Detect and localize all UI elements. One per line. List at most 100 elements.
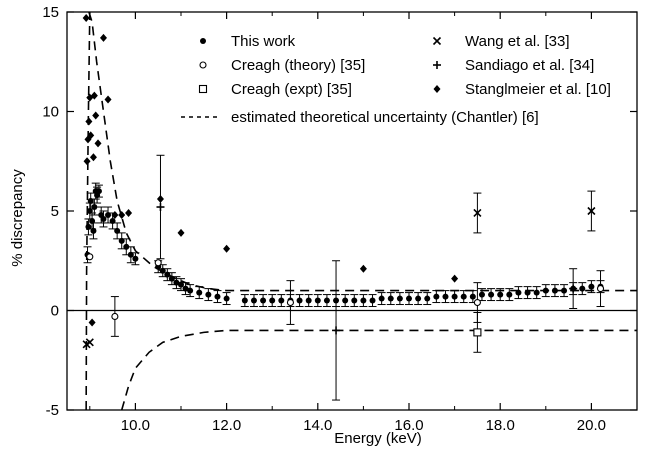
- stanglmeier-et-al-10-point: [85, 117, 93, 126]
- this-work-point: [100, 215, 107, 222]
- wang-et-al-33-point: [85, 338, 94, 347]
- sandiago-et-al-34-point: [332, 326, 341, 335]
- this-work-point: [173, 279, 180, 286]
- creagh-theory-35-point: [154, 259, 162, 267]
- this-work-point: [342, 297, 349, 304]
- stanglmeier-et-al-10-point: [82, 13, 90, 22]
- stanglmeier-et-al-10-point: [90, 91, 98, 100]
- y-axis-title: % discrepancy: [9, 169, 26, 267]
- sandiago-et-al-34-point: [156, 203, 165, 212]
- x-tick-label: 14.0: [303, 417, 332, 434]
- this-work-point: [451, 293, 458, 300]
- this-work-point: [497, 291, 504, 298]
- this-work-point: [488, 291, 495, 298]
- legend-marker: [200, 38, 206, 44]
- wang-et-al-33-point: [587, 206, 596, 216]
- legend-marker: [198, 84, 208, 94]
- this-work-point: [323, 297, 330, 304]
- this-work-point: [214, 293, 221, 300]
- this-work-point: [561, 287, 568, 294]
- this-work-point: [269, 297, 276, 304]
- creagh-theory-35-point: [111, 312, 119, 321]
- y-tick-label: 15: [42, 4, 59, 21]
- stanglmeier-et-al-10-point: [104, 95, 112, 104]
- x-tick-label: 16.0: [394, 417, 423, 434]
- this-work-point: [478, 291, 485, 298]
- this-work-point: [205, 291, 212, 298]
- this-work-point: [378, 295, 385, 302]
- legend-label: This work: [231, 33, 296, 50]
- uncertainty-lower-tail-curve: [120, 329, 637, 411]
- this-work-point: [250, 297, 257, 304]
- x-axis-ticks: 10.0 12.0 14.0 16.0 18.0 20.0: [89, 12, 638, 434]
- x-tick-label: 18.0: [486, 417, 515, 434]
- this-work-point: [196, 289, 203, 296]
- creagh-theory-35-point: [473, 298, 481, 307]
- legend-label: Creagh (expt) [35]: [231, 81, 352, 98]
- this-work-point: [542, 287, 549, 294]
- stanglmeier-et-al-10-point: [88, 318, 96, 327]
- this-work-point: [551, 287, 558, 294]
- this-work-point: [515, 289, 522, 296]
- x-tick-label: 10.0: [121, 417, 150, 434]
- legend-label: Stanglmeier et al. [10]: [465, 81, 611, 98]
- stanglmeier-et-al-10-point: [89, 153, 97, 162]
- uncertainty-curves: [85, 11, 637, 411]
- this-work-point: [260, 297, 267, 304]
- this-work-point: [123, 243, 130, 250]
- y-tick-label: 5: [51, 203, 59, 220]
- stanglmeier-et-al-10-point: [177, 228, 185, 237]
- creagh-expt-35-point: [473, 328, 482, 337]
- this-work-point: [305, 297, 312, 304]
- stanglmeier-et-al-10-point: [451, 274, 459, 283]
- stanglmeier-et-al-10-point: [99, 33, 107, 42]
- y-axis-ticks: -5 0 5 10 15: [42, 4, 637, 419]
- this-work-point: [396, 295, 403, 302]
- this-work-point: [296, 297, 303, 304]
- legend-marker: [199, 61, 207, 69]
- legend-marker: [433, 61, 441, 69]
- this-work-point: [241, 297, 248, 304]
- this-work-point: [90, 227, 97, 234]
- stanglmeier-et-al-10-point: [83, 157, 91, 166]
- this-work-point: [278, 297, 285, 304]
- this-work-point: [369, 297, 376, 304]
- stanglmeier-et-al-10-point: [87, 131, 95, 140]
- legend-label: Creagh (theory) [35]: [231, 57, 365, 74]
- this-work-point: [182, 285, 189, 292]
- creagh-theory-35-point: [596, 285, 605, 293]
- stanglmeier-et-al-10-point: [118, 210, 126, 219]
- stanglmeier-et-al-10-point: [94, 139, 102, 148]
- this-work-point: [506, 291, 513, 298]
- this-work-point: [424, 295, 431, 302]
- this-work-point: [406, 295, 412, 302]
- sandiago-et-al-34-point: [569, 284, 578, 293]
- stanglmeier-et-al-10-point: [92, 111, 100, 120]
- x-axis-title: Energy (keV): [334, 430, 422, 447]
- legend-marker: [432, 36, 442, 46]
- this-work-point: [524, 289, 531, 296]
- this-work-point: [223, 295, 230, 302]
- legend-label: Wang et al. [33]: [465, 33, 570, 50]
- this-work-point: [187, 287, 194, 294]
- wang-et-al-33-point: [473, 208, 482, 218]
- stanglmeier-et-al-10-point: [125, 208, 133, 217]
- x-tick-label: 20.0: [577, 417, 606, 434]
- this-work-point: [314, 297, 321, 304]
- stanglmeier-et-al-10-point: [223, 244, 231, 253]
- this-work-point: [351, 297, 358, 304]
- stanglmeier-et-al-10-point: [359, 264, 367, 273]
- y-tick-label: -5: [46, 402, 59, 419]
- this-work-point: [588, 283, 595, 290]
- this-work-point: [442, 293, 449, 300]
- legend-label: estimated theoretical uncertainty (Chant…: [231, 109, 539, 126]
- this-work-point: [132, 255, 139, 262]
- this-work-point: [95, 188, 102, 195]
- creagh-theory-35-point: [86, 253, 94, 261]
- legend-marker: [433, 85, 441, 93]
- this-work-point: [460, 293, 467, 300]
- this-work-point: [579, 285, 586, 292]
- stanglmeier-et-al-10-point: [156, 195, 164, 204]
- creagh-theory-35-point: [286, 298, 294, 307]
- x-tick-label: 12.0: [212, 417, 241, 434]
